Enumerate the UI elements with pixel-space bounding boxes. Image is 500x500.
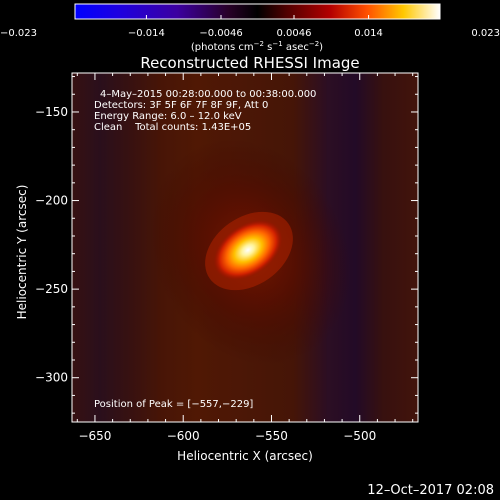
colorbar: −0.023 −0.014 −0.0046 0.0046 0.014 0.023 (pho… xyxy=(0,3,500,53)
y-axis-ticks: −150 −200 −250 −300 xyxy=(35,76,418,414)
colorbar-tick-label: 0.023 xyxy=(471,28,500,39)
x-axis-label: Heliocentric X (arcsec) xyxy=(177,449,313,463)
y-tick-label: −300 xyxy=(35,371,68,385)
colorbar-ticks: −0.023 −0.014 −0.0046 0.0046 0.014 0.023 xyxy=(0,15,500,39)
y-axis-label: Heliocentric Y (arcsec) xyxy=(15,185,29,320)
x-tick-label: −550 xyxy=(255,429,288,443)
colorbar-tick-label: −0.0046 xyxy=(199,28,242,39)
colorbar-tick-label: 0.014 xyxy=(354,28,383,39)
colorbar-tick-label: 0.0046 xyxy=(277,28,312,39)
info-time-range: 4–May–2015 00:28:00.000 to 00:38:00.000 xyxy=(100,89,316,100)
flare-source xyxy=(213,220,283,280)
date-stamp: 12–Oct–2017 02:08 xyxy=(367,483,494,498)
y-tick-label: −200 xyxy=(35,194,68,208)
colorbar-gradient xyxy=(74,3,441,20)
plot-frame xyxy=(71,72,419,423)
x-tick-label: −650 xyxy=(78,429,111,443)
x-tick-label: −600 xyxy=(167,429,200,443)
info-energy-range: Energy Range: 6.0 – 12.0 keV xyxy=(94,111,242,122)
x-axis-ticks: −650 −600 −550 −500 xyxy=(76,73,414,443)
y-tick-label: −250 xyxy=(35,282,68,296)
image-area xyxy=(72,73,418,422)
info-total-counts: Clean Total counts: 1.43E+05 xyxy=(94,122,251,133)
colorbar-unit-label: (photons cm−2 s−1 asec−2) xyxy=(191,40,323,53)
info-block: 4–May–2015 00:28:00.000 to 00:38:00.000 … xyxy=(94,89,316,133)
x-tick-label: −500 xyxy=(343,429,376,443)
colorbar-tick-label: −0.014 xyxy=(128,28,165,39)
y-tick-label: −150 xyxy=(35,105,68,119)
plot-title: Reconstructed RHESSI Image xyxy=(140,54,359,72)
info-detectors: Detectors: 3F 5F 6F 7F 8F 9F, Att 0 xyxy=(94,100,268,111)
peak-position: Position of Peak = [−557,−229] xyxy=(94,399,253,410)
colorbar-tick-label: −0.023 xyxy=(0,28,37,39)
